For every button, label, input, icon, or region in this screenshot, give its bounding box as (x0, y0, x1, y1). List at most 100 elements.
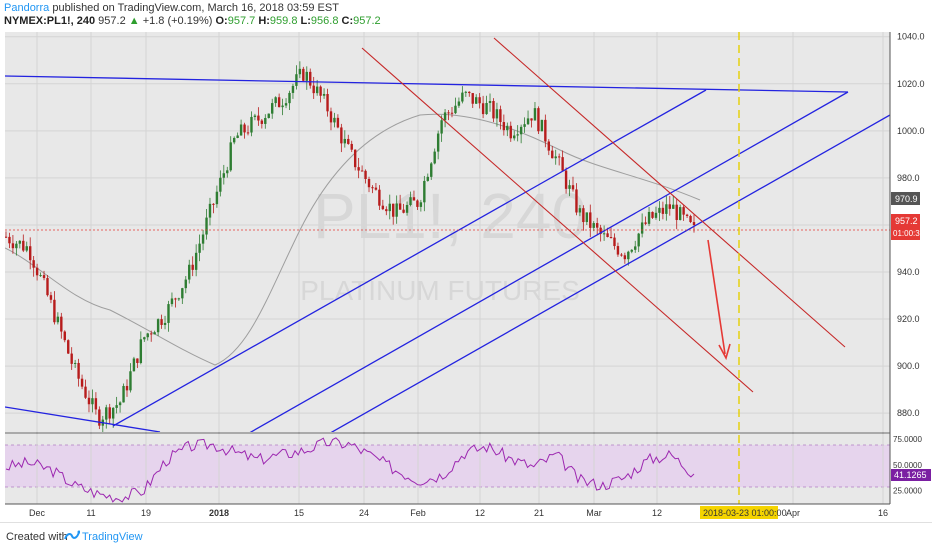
candle-body (360, 170, 364, 172)
watermark-symbol: PL1!, 240 (313, 180, 587, 252)
candle-body (575, 189, 578, 213)
candle-body (174, 298, 177, 300)
candle-body (136, 358, 139, 363)
candle-body (630, 249, 633, 252)
price-tick-label: 880.0 (897, 408, 920, 418)
time-axis-ticks: Dec 11 19 2018 15 24 Feb 12 21 Mar 12 Apr 16 (29, 508, 888, 518)
resistance-trendline[interactable] (5, 75, 849, 93)
candle-body (457, 101, 461, 106)
candle-body (177, 298, 181, 300)
candle-body (426, 176, 429, 181)
descending-channel-upper[interactable] (361, 47, 754, 393)
candle-body (246, 132, 250, 134)
tradingview-link[interactable]: TradingView (82, 531, 143, 543)
candle-body (329, 111, 333, 123)
price-marker-970: 970.9 (895, 194, 918, 204)
channel-middle-line[interactable] (244, 91, 849, 436)
candle-body (315, 86, 319, 94)
high-label: H: (258, 15, 270, 27)
candle-body (578, 208, 582, 213)
price-axis[interactable] (890, 32, 932, 504)
candle-body (184, 279, 187, 289)
rsi-value-box (891, 469, 931, 481)
candle-body (212, 203, 215, 205)
candle-body (454, 105, 457, 114)
candle-body (232, 137, 236, 143)
time-tick-label: 12 (652, 508, 662, 518)
candle-body (564, 170, 568, 189)
candle-body (381, 205, 385, 210)
ohlc-line: NYMEX:PL1!, 240 957.2 ▲ +1.8 (+0.19%) O:… (4, 15, 381, 28)
candle-body (326, 93, 329, 112)
candle-body (616, 246, 620, 255)
symbol-label[interactable]: NYMEX:PL1!, 240 (4, 15, 96, 27)
time-tick-label: Mar (586, 508, 602, 518)
candle-body (544, 119, 547, 142)
time-axis[interactable] (0, 504, 932, 522)
low-value: 956.8 (310, 15, 339, 27)
open-label: O: (215, 15, 228, 27)
candle-body (194, 252, 198, 270)
candle-body (319, 86, 322, 96)
candle-body (302, 68, 305, 81)
candle-body (198, 243, 201, 253)
candle-body (143, 337, 146, 340)
candle-body (374, 187, 378, 190)
channel-upper-line[interactable] (112, 89, 707, 427)
candle-body (160, 319, 163, 325)
candle-body (340, 127, 343, 144)
candle-body (568, 185, 571, 189)
candle-body (170, 298, 174, 305)
candle-body (322, 93, 326, 96)
candle-body (599, 227, 602, 234)
candle-body (364, 170, 367, 179)
price-change: +1.8 (+0.19%) (142, 15, 213, 27)
candle-body (678, 207, 682, 220)
price-chart[interactable]: PL1!, 240 PLATINUM FUTURES 1040.0 1020.0 1… (0, 0, 932, 522)
candle-body (634, 246, 637, 250)
candles (5, 61, 696, 432)
candle-body (188, 264, 191, 280)
candle-body (416, 200, 419, 207)
candle-body (70, 353, 73, 364)
candle-body (682, 207, 685, 215)
candle-body (333, 117, 336, 123)
candle-body (651, 211, 654, 218)
candle-body (298, 68, 302, 75)
candle-body (229, 142, 232, 171)
author-link[interactable]: Pandorra (4, 2, 50, 14)
candle-body (378, 189, 381, 206)
candle-body (343, 138, 347, 144)
candle-body (464, 91, 468, 93)
candle-body (668, 204, 671, 209)
descending-channel-lower[interactable] (493, 37, 846, 348)
high-value: 959.8 (269, 15, 298, 27)
candle-body (281, 105, 284, 108)
close-label: C: (341, 15, 354, 27)
candle-body (94, 398, 98, 410)
candle-body (402, 209, 405, 213)
time-tick-label: 16 (878, 508, 888, 518)
candle-body (357, 167, 360, 171)
candle-body (637, 233, 640, 247)
candle-body (585, 212, 589, 223)
candle-body (35, 267, 39, 276)
candle-body (661, 207, 665, 214)
candle-body (236, 135, 239, 138)
candle-body (371, 187, 374, 189)
candle-body (201, 234, 205, 244)
candle-body (516, 134, 519, 136)
candle-body (80, 378, 84, 387)
candle-body (392, 203, 395, 217)
lower-support-trendline[interactable] (5, 406, 161, 432)
rsi-band (5, 445, 890, 487)
candle-body (305, 71, 308, 81)
candle-body (284, 103, 288, 106)
channel-lower-line[interactable] (325, 114, 890, 436)
publish-line: Pandorra published on TradingView.com, M… (4, 2, 381, 15)
main-pane[interactable] (5, 32, 890, 432)
candle-body (18, 240, 22, 244)
candle-body (675, 204, 678, 220)
time-tick-label: 12 (475, 508, 485, 518)
candle-body (208, 203, 212, 218)
